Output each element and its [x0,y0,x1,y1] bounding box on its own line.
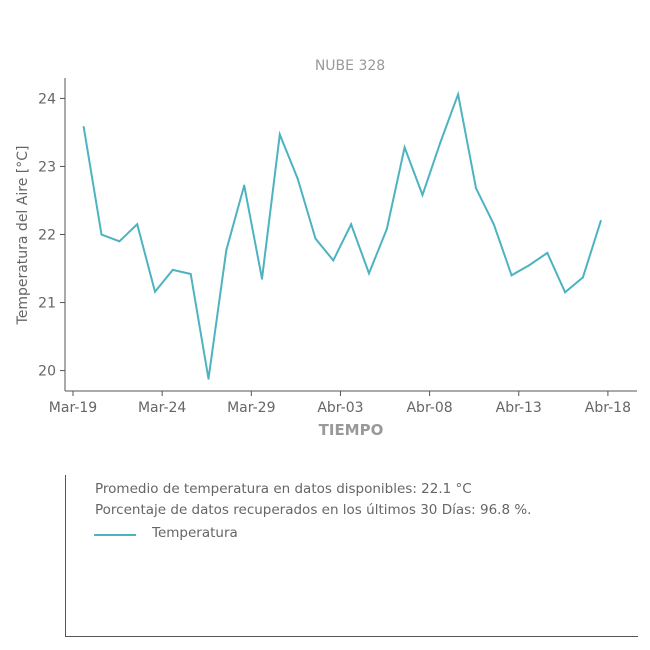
data-point [546,251,549,254]
data-point [581,276,584,279]
x-tick-label: Abr-18 [585,400,631,416]
data-point [474,187,477,190]
data-point [154,290,157,293]
x-tick-label: Mar-24 [138,400,186,416]
y-tick-label: 24 [38,91,56,107]
data-point [439,141,442,144]
data-point [492,223,495,226]
data-point [314,237,317,240]
line-chart: NUBE 328 20 21 22 23 24 Mar-19 Mar-24 Mar-29 Ab… [15,58,637,439]
data-point [171,268,174,271]
y-axis-label: Temperatura del Aire [°C] [15,146,31,326]
x-tick-label: Abr-13 [496,400,542,416]
average-temperature-text: Promedio de temperatura en datos disponi… [95,481,472,497]
data-point [207,377,210,380]
data-point [118,240,121,243]
data-point [260,277,263,280]
x-tick-label: Mar-29 [227,400,275,416]
info-panel: Promedio de temperatura en datos disponi… [65,475,638,637]
chart-title: NUBE 328 [315,58,385,74]
y-tick-label: 20 [38,364,56,380]
legend-swatch [94,534,136,536]
data-point [510,274,513,277]
temperature-series-line [82,90,602,379]
x-axis-ticks: Mar-19 Mar-24 Mar-29 Abr-03 Abr-08 Abr-13 Abr-… [49,391,631,416]
x-tick-label: Abr-03 [317,400,363,416]
data-point [136,223,139,226]
data-point [243,184,246,187]
data-point [100,233,103,236]
data-point [599,219,602,222]
data-point [278,133,281,136]
y-tick-label: 21 [38,296,56,312]
data-points [82,93,602,380]
legend-label: Temperatura [152,525,238,541]
data-point [225,249,228,252]
data-point [189,272,192,275]
x-tick-label: Mar-19 [49,400,97,416]
data-point [350,223,353,226]
data-point [421,194,424,197]
y-axis-ticks: 20 21 22 23 24 [38,91,65,380]
data-point [332,259,335,262]
data-point [564,291,567,294]
y-tick-label: 22 [38,228,56,244]
x-axis-label: TIEMPO [319,421,384,439]
data-point [457,93,460,96]
x-tick-label: Abr-08 [406,400,452,416]
data-point [367,272,370,275]
y-tick-label: 23 [38,159,56,175]
recovered-data-text: Porcentaje de datos recuperados en los ú… [95,502,532,518]
data-point [82,125,85,128]
data-point [403,146,406,149]
data-point [385,228,388,231]
data-point [296,177,299,180]
data-point [528,264,531,267]
